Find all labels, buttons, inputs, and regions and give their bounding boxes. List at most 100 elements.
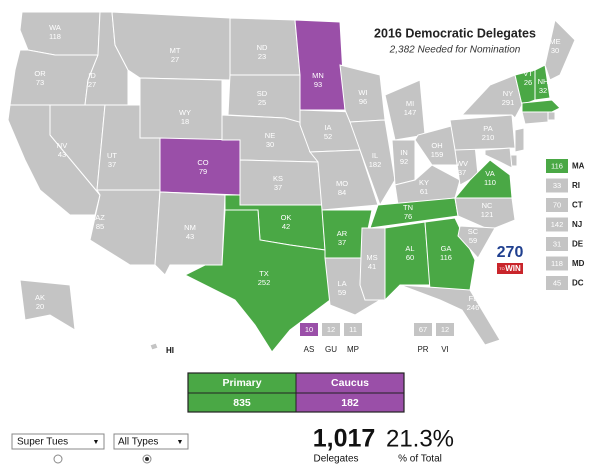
state-abbr: CT	[572, 201, 583, 210]
select-text[interactable]: All Types	[118, 437, 158, 448]
type-select[interactable]: All Types ▼	[113, 433, 189, 450]
state-box[interactable]	[546, 217, 568, 232]
select-text[interactable]: Super Tues	[17, 437, 68, 448]
state-abbr: WA	[49, 23, 61, 32]
state-box[interactable]	[546, 159, 568, 173]
state-delegates: 252	[258, 278, 271, 287]
territory-abbr: AS	[304, 345, 315, 354]
state[interactable]	[19, 279, 76, 331]
state-abbr: OK	[281, 213, 292, 222]
territory-box[interactable]	[300, 323, 318, 336]
state[interactable]	[457, 225, 496, 259]
state-box[interactable]	[546, 178, 568, 193]
territory-box[interactable]	[414, 323, 432, 336]
state-abbr: CO	[197, 158, 208, 167]
state-delegates: 85	[96, 222, 104, 231]
state[interactable]	[547, 111, 556, 121]
state-box[interactable]	[546, 276, 568, 290]
caucus-cell	[296, 393, 404, 412]
state[interactable]	[349, 119, 396, 207]
state-abbr: AL	[405, 244, 414, 253]
state[interactable]	[9, 49, 99, 106]
state[interactable]	[149, 342, 159, 351]
state-box[interactable]	[546, 256, 568, 271]
state[interactable]	[308, 149, 379, 211]
state[interactable]	[544, 19, 576, 81]
state-abbr: AK	[35, 293, 45, 302]
state[interactable]	[359, 227, 386, 301]
state-delegates: 59	[469, 236, 477, 245]
state-abbr: ND	[257, 43, 268, 52]
state[interactable]	[384, 221, 431, 302]
state-abbr: NY	[503, 89, 513, 98]
state-abbr: GA	[441, 244, 452, 253]
state-delegates: 33	[553, 181, 561, 190]
state-abbr: KY	[419, 178, 429, 187]
territory-abbr: MP	[347, 345, 359, 354]
territory-delegates: 12	[327, 325, 335, 334]
select-box[interactable]	[11, 433, 105, 450]
state-abbr: VA	[485, 169, 494, 178]
state-abbr: NV	[57, 141, 67, 150]
select-arrow[interactable]: ▼	[93, 439, 100, 446]
state-delegates: 60	[406, 253, 414, 262]
state-abbr: NC	[482, 201, 493, 210]
state-abbr: ID	[88, 71, 96, 80]
state-delegates: 116	[551, 161, 563, 170]
territory-box[interactable]	[322, 323, 340, 336]
state-abbr: WV	[456, 159, 468, 168]
state-box[interactable]	[546, 237, 568, 251]
state-abbr: DE	[572, 240, 584, 249]
title: 2016 Democratic Delegates	[374, 26, 536, 40]
state[interactable]	[294, 19, 346, 111]
summary-table: Primary Caucus 835 182	[187, 372, 405, 413]
select-box[interactable]	[113, 433, 189, 450]
state-delegates: 30	[551, 46, 559, 55]
territory-delegates: 11	[349, 325, 357, 334]
territory-abbr: VI	[441, 345, 449, 354]
state-abbr: MA	[572, 162, 585, 171]
state[interactable]	[521, 99, 561, 115]
primary-header	[188, 373, 296, 393]
select-arrow[interactable]: ▼	[177, 439, 184, 446]
state[interactable]	[521, 111, 549, 125]
state-abbr: OR	[34, 69, 46, 78]
territory-abbr: PR	[417, 345, 428, 354]
state-abbr: OH	[431, 141, 442, 150]
primary-cell	[188, 393, 296, 412]
caucus-header	[296, 373, 404, 393]
state-delegates: 61	[420, 187, 428, 196]
state[interactable]	[399, 284, 501, 346]
state[interactable]	[534, 64, 551, 101]
caucus-label: Caucus	[331, 377, 369, 389]
state-delegates: 210	[482, 133, 495, 142]
territory-abbr: GU	[325, 345, 337, 354]
territory-box[interactable]	[436, 323, 454, 336]
state-delegates: 118	[49, 32, 61, 41]
date-select[interactable]: Super Tues ▼	[11, 433, 105, 450]
state[interactable]	[514, 127, 525, 153]
state-abbr: AR	[337, 229, 348, 238]
state-abbr: NE	[265, 131, 275, 140]
state-abbr: WY	[179, 108, 191, 117]
state-abbr: MS	[366, 253, 377, 262]
state-abbr: PA	[483, 124, 492, 133]
state-abbr: MI	[406, 99, 414, 108]
state-delegates: 147	[404, 108, 417, 117]
territory-delegates: 67	[419, 325, 427, 334]
state-delegates: 142	[551, 220, 564, 229]
primary-value: 835	[233, 397, 251, 409]
state-delegates: 118	[551, 259, 563, 268]
state[interactable]	[183, 209, 331, 353]
caucus-value: 182	[341, 397, 359, 409]
state-delegates: 31	[553, 239, 561, 248]
state-box[interactable]	[546, 198, 568, 212]
state[interactable]	[484, 147, 513, 169]
state-delegates: 37	[274, 183, 282, 192]
state-abbr: NH	[538, 77, 549, 86]
total-delegates: 1,017	[313, 425, 376, 453]
radio[interactable]	[53, 454, 63, 464]
state-abbr: KS	[273, 174, 283, 183]
territory-box[interactable]	[344, 323, 362, 336]
